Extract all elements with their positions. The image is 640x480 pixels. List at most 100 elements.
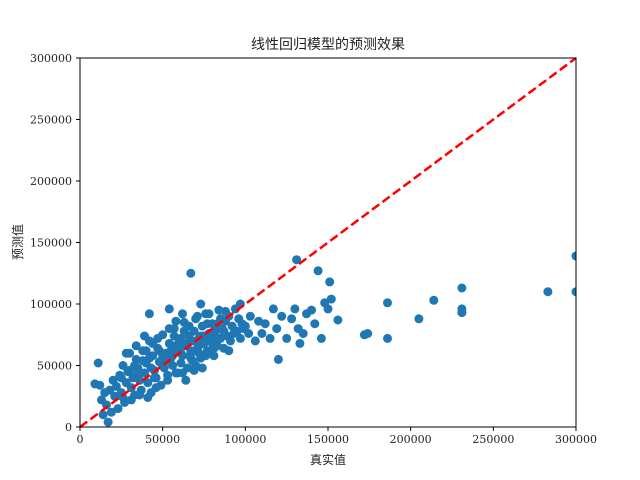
scatter-point <box>221 306 230 316</box>
scatter-point <box>226 336 235 346</box>
scatter-point <box>323 304 333 314</box>
scatter-point <box>282 333 292 343</box>
scatter-point <box>171 316 181 326</box>
x-tick-label: 300000 <box>555 433 597 446</box>
scatter-point <box>211 333 221 343</box>
scatter-point <box>571 251 576 261</box>
scatter-point <box>153 333 163 343</box>
scatter-point <box>245 311 255 321</box>
scatter-point <box>292 255 302 265</box>
y-tick-label: 200000 <box>30 175 72 188</box>
scatter-point <box>287 314 297 324</box>
scatter-point <box>121 348 131 358</box>
scatter-point <box>204 309 214 319</box>
scatter-point <box>144 309 154 319</box>
y-tick-label: 250000 <box>30 114 72 127</box>
scatter-point <box>164 304 174 314</box>
scatter-point <box>141 346 151 356</box>
scatter-point <box>219 326 229 336</box>
y-tick-label: 100000 <box>30 298 72 311</box>
scatter-point <box>457 308 467 318</box>
scatter-point <box>325 277 335 287</box>
x-tick-label: 50000 <box>145 433 180 446</box>
scatter-point <box>235 333 245 343</box>
scatter-point <box>111 381 121 391</box>
scatter-point <box>118 361 128 370</box>
scatter-point <box>126 383 136 393</box>
x-tick-label: 100000 <box>224 433 266 446</box>
scatter-point <box>176 358 186 368</box>
y-tick-label: 150000 <box>30 237 72 250</box>
scatter-point <box>118 393 128 402</box>
scatter-point <box>316 333 326 343</box>
scatter-point <box>272 324 282 334</box>
scatter-point <box>277 311 287 321</box>
scatter-point <box>186 353 196 363</box>
scatter-point <box>383 298 392 308</box>
x-tick-label: 200000 <box>390 433 432 446</box>
scatter-point <box>313 266 323 276</box>
scatter-point <box>133 368 143 378</box>
x-axis-label: 真实值 <box>310 452 346 467</box>
scatter-point <box>143 393 153 402</box>
scatter-point <box>95 380 105 390</box>
scatter-point <box>164 324 174 334</box>
scatter-point <box>179 326 189 336</box>
scatter-point <box>196 299 206 309</box>
scatter-point <box>156 358 166 368</box>
x-tick-label: 0 <box>77 433 84 446</box>
scatter-point <box>149 373 159 383</box>
scatter-point <box>363 329 373 338</box>
scatter-point <box>103 417 113 427</box>
scatter-point <box>98 410 108 420</box>
y-tick-label: 0 <box>65 421 72 434</box>
scatter-point <box>116 373 126 383</box>
scatter-point <box>268 304 278 314</box>
scatter-point <box>194 341 204 351</box>
scatter-point <box>209 351 219 361</box>
scatter-point <box>333 315 343 325</box>
scatter-point <box>178 309 187 319</box>
y-axis-label: 预测值 <box>10 224 25 260</box>
y-tick-label: 300000 <box>30 52 72 65</box>
scatter-point <box>194 348 204 358</box>
scatter-point <box>295 338 305 348</box>
scatter-point <box>181 375 191 385</box>
scatter-point <box>457 283 467 293</box>
scatter-point <box>168 361 178 370</box>
scatter-point <box>260 319 270 329</box>
x-tick-label: 250000 <box>472 433 514 446</box>
scatter-point <box>131 341 141 351</box>
scatter-point <box>106 407 116 417</box>
scatter-point <box>113 404 123 414</box>
scatter-point <box>163 375 173 385</box>
scatter-point <box>224 346 234 356</box>
scatter-point <box>414 314 424 324</box>
scatter-point <box>326 294 336 304</box>
scatter-point <box>93 358 103 368</box>
scatter-point <box>140 368 149 378</box>
scatter-point <box>186 268 196 278</box>
scatter-point <box>143 378 153 388</box>
scatter-point <box>151 383 161 393</box>
scatter-point <box>307 305 316 315</box>
scatter-point <box>273 354 283 364</box>
scatter-point <box>240 321 250 331</box>
scatter-point <box>383 333 392 343</box>
scatter-point <box>202 319 212 329</box>
scatter-point <box>191 361 201 370</box>
scatter-point <box>543 287 553 297</box>
scatter-point <box>257 329 267 338</box>
scatter-point <box>140 331 149 341</box>
scatter-point <box>244 329 254 338</box>
x-tick-label: 150000 <box>307 433 349 446</box>
scatter-point <box>178 368 187 378</box>
scatter-point <box>187 336 197 346</box>
scatter-point <box>126 395 136 405</box>
scatter-point <box>135 375 144 385</box>
scatter-point <box>192 311 202 321</box>
scatter-point <box>105 385 115 395</box>
scatter-point <box>250 336 260 346</box>
